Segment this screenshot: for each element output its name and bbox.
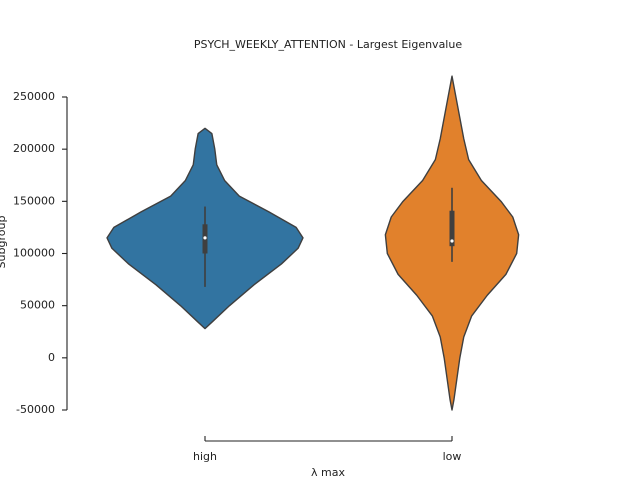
x-axis-label: λ max xyxy=(311,466,345,479)
y-tick-label: 50000 xyxy=(20,299,55,312)
y-tick-label: 200000 xyxy=(13,142,55,155)
median xyxy=(203,236,207,240)
chart-title: PSYCH_WEEKLY_ATTENTION - Largest Eigenva… xyxy=(194,38,462,51)
y-tick-label: 100000 xyxy=(13,247,55,260)
y-tick-label: -50000 xyxy=(16,403,55,416)
y-axis-label: Subgroup xyxy=(0,216,8,269)
y-tick-label: 250000 xyxy=(13,90,55,103)
median xyxy=(450,239,454,243)
box xyxy=(449,210,455,247)
y-tick-label: 150000 xyxy=(13,194,55,207)
x-tick-label: high xyxy=(193,450,217,463)
y-tick-label: 0 xyxy=(48,351,55,364)
x-tick-label: low xyxy=(443,450,462,463)
